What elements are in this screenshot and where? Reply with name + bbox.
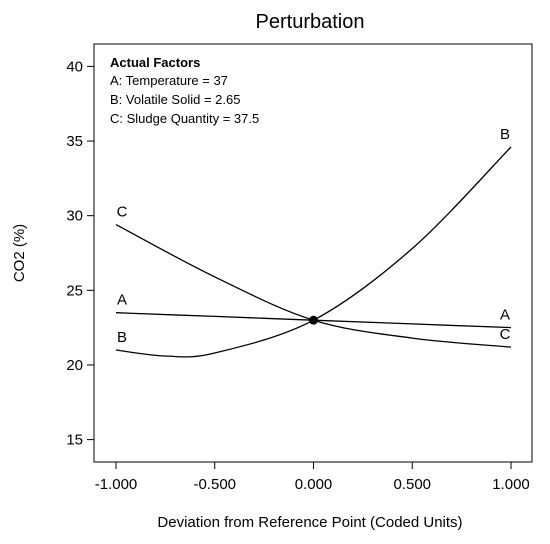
x-tick-label: 0.000	[295, 476, 333, 493]
series-b-start-label: B	[117, 329, 127, 346]
y-axis-label: CO2 (%)	[11, 224, 28, 282]
series-b-line	[115, 146, 512, 358]
y-tick-label: 35	[66, 133, 83, 150]
y-tick-label: 25	[66, 282, 83, 299]
reference-point-marker	[309, 315, 318, 325]
series-c-start-label: C	[117, 204, 128, 221]
legend-factor-c: C: Sludge Quantity = 37.5	[110, 111, 259, 126]
x-tick-label: 0.500	[393, 476, 431, 493]
chart-title: Perturbation	[256, 11, 365, 33]
legend-heading: Actual Factors	[110, 55, 200, 70]
x-tick-label: -1.000	[95, 476, 138, 493]
y-tick-label: 30	[66, 208, 83, 225]
series-b-end-label: B	[500, 126, 510, 143]
series-labels: A A B B C C	[117, 126, 511, 346]
x-tick-label: -0.500	[193, 476, 236, 493]
x-tick-label: 1.000	[492, 476, 530, 493]
x-axis: -1.000 -0.500 0.000 0.500 1.000	[95, 462, 530, 493]
series-a-start-label: A	[117, 292, 127, 309]
y-axis: 15 20 25 30 35 40	[66, 58, 94, 449]
legend-factor-b: B: Volatile Solid = 2.65	[110, 92, 240, 107]
y-tick-label: 20	[66, 357, 83, 374]
series-c-end-label: C	[500, 326, 511, 343]
legend-factor-a: A: Temperature = 37	[110, 73, 228, 88]
y-tick-label: 15	[66, 432, 83, 449]
series-c-line	[115, 224, 512, 348]
y-tick-label: 40	[66, 58, 83, 75]
actual-factors-legend: Actual Factors A: Temperature = 37 B: Vo…	[110, 55, 259, 126]
x-axis-label: Deviation from Reference Point (Coded Un…	[157, 514, 462, 531]
series-layer	[115, 146, 512, 358]
series-a-end-label: A	[500, 307, 510, 324]
